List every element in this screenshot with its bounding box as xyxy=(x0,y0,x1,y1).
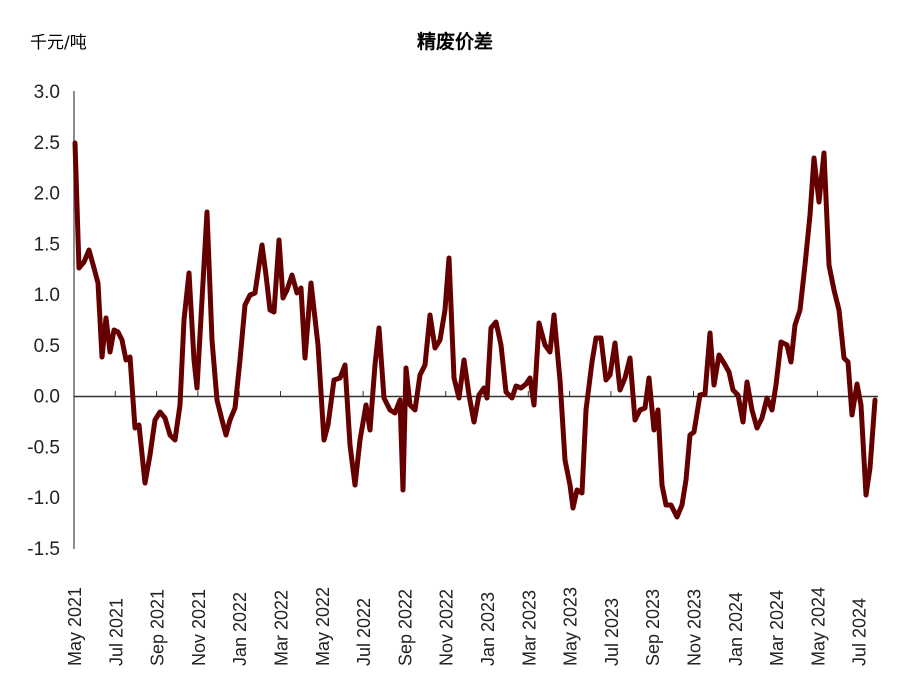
x-tick-label: May 2024 xyxy=(808,587,828,666)
y-tick-label: 2.5 xyxy=(34,133,60,154)
x-tick-label: Sep 2023 xyxy=(643,589,663,666)
x-tick-label: Mar 2024 xyxy=(767,590,787,666)
x-tick-label: Mar 2022 xyxy=(272,590,292,666)
x-tick-label: Nov 2023 xyxy=(685,589,705,666)
x-tick-label: Jul 2024 xyxy=(850,598,870,666)
x-tick-label: May 2021 xyxy=(65,587,85,666)
y-tick-label: -0.5 xyxy=(27,437,60,458)
y-tick-label: -1.0 xyxy=(27,488,60,509)
x-tick-label: Nov 2022 xyxy=(437,589,457,666)
x-tick-labels: May 2021 Jul 2021 Sep 2021 Nov 2021 Jan 2022… xyxy=(65,587,870,666)
x-tick-label: Jul 2023 xyxy=(602,598,622,666)
spread-series-line xyxy=(72,140,878,520)
y-tick-label: 0.5 xyxy=(34,336,60,357)
x-tick-label: Mar 2023 xyxy=(519,590,539,666)
x-tick-label: Nov 2021 xyxy=(189,589,209,666)
x-tick-label: Jan 2023 xyxy=(478,592,498,666)
y-tick-label: 1.5 xyxy=(34,234,60,255)
y-tick-label: 0.0 xyxy=(34,387,60,408)
y-tick-label: 2.0 xyxy=(34,184,60,205)
x-tick-label: Jan 2022 xyxy=(230,592,250,666)
y-tick-labels: 3.0 2.5 2.0 1.5 1.0 0.5 0.0 -0.5 -1.0 -1.5 xyxy=(27,82,60,560)
x-tick-label: Sep 2021 xyxy=(148,589,168,666)
y-tick-label: 3.0 xyxy=(34,82,60,103)
x-tick-label: Jul 2021 xyxy=(106,598,126,666)
chart-title: 精废价差 xyxy=(416,31,493,53)
x-tick-label: May 2022 xyxy=(313,587,333,666)
y-axis-unit-label: 千元/吨 xyxy=(30,33,87,53)
x-tick-label: May 2023 xyxy=(561,587,581,666)
x-tick-label: Jan 2024 xyxy=(726,592,746,666)
x-tick-label: Sep 2022 xyxy=(395,589,415,666)
y-tick-label: -1.5 xyxy=(27,539,60,560)
x-tick-label: Jul 2022 xyxy=(354,598,374,666)
y-tick-label: 1.0 xyxy=(34,285,60,306)
